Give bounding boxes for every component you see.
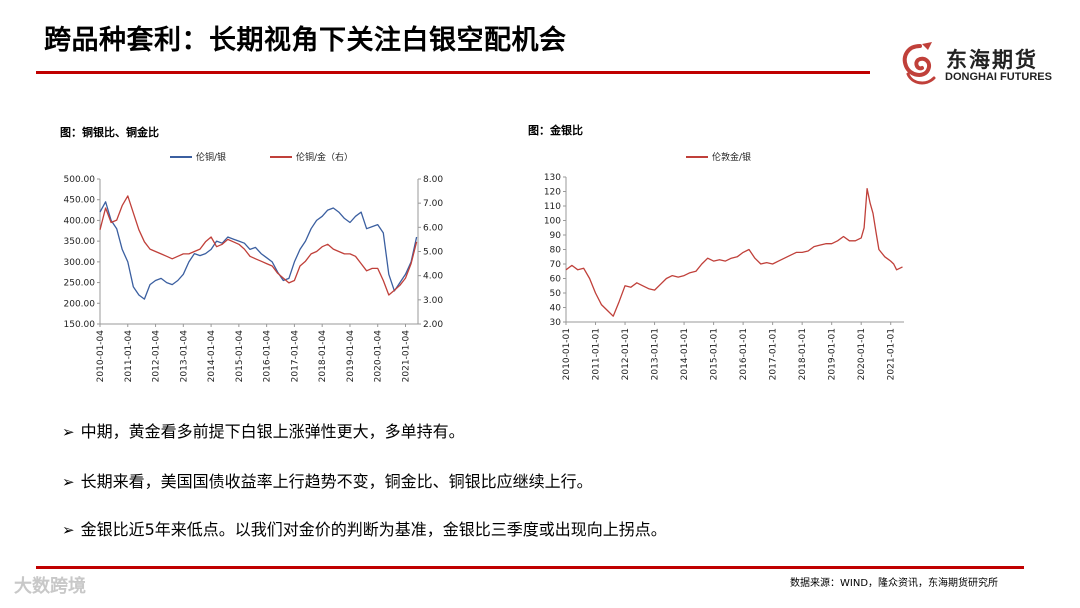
company-logo: 东海期货 DONGHAI FUTURES <box>898 40 1058 90</box>
legend-label: 伦铜/金（右） <box>296 151 353 163</box>
bullet-item: ➢ 长期来看，美国国债收益率上行趋势不变，铜金比、铜银比应继续上行。 <box>62 468 593 492</box>
x-tick-label: 2011-01-04 <box>124 330 134 383</box>
x-tick-label: 2015-01-01 <box>710 328 720 380</box>
x-tick-label: 2011-01-01 <box>592 328 602 380</box>
series-line <box>99 201 418 300</box>
arrow-bullet-icon: ➢ <box>62 423 75 441</box>
chart1-title: 图：铜银比、铜金比 <box>60 126 159 139</box>
watermark-text: 大数跨境 <box>14 576 86 597</box>
x-tick-label: 2019-01-01 <box>828 328 838 380</box>
x-tick-label: 2018-01-01 <box>798 328 808 380</box>
x-tick-label: 2019-01-04 <box>346 330 356 383</box>
source-note: 数据来源：WIND，隆众资讯，东海期货研究所 <box>790 578 999 589</box>
x-tick-label: 2021-01-01 <box>887 328 897 380</box>
y2-tick-label: 3.00 <box>423 296 443 306</box>
gold-silver-ratio-chart: 30 40 50 60 70 80 90 100 110 120 130 2010-01-01 2011… <box>544 151 904 380</box>
y2-tick-label: 4.00 <box>423 272 443 282</box>
x-tick-label: 2020-01-04 <box>374 330 384 383</box>
bullet-text: 长期来看，美国国债收益率上行趋势不变，铜金比、铜银比应继续上行。 <box>80 472 593 491</box>
x-tick-label: 2018-01-04 <box>318 330 328 383</box>
y-tick-label: 450.00 <box>64 196 96 206</box>
legend-label: 伦敦金/银 <box>712 151 751 163</box>
x-tick-label: 2017-01-01 <box>769 328 779 380</box>
x-tick-label: 2021-01-04 <box>402 330 412 383</box>
chart2-title: 图：金银比 <box>528 124 583 137</box>
y-tick-label: 80 <box>550 246 562 256</box>
y-tick-label: 60 <box>550 275 562 285</box>
bullet-text: 金银比近5年来低点。以我们对金价的判断为基准，金银比三季度或出现向上拐点。 <box>80 520 667 539</box>
dragon-logo-icon <box>902 42 936 85</box>
x-tick-label: 2010-01-04 <box>96 330 106 383</box>
x-tick-label: 2012-01-04 <box>152 330 162 383</box>
bullet-item: ➢ 中期，黄金看多前提下白银上涨弹性更大，多单持有。 <box>62 418 465 442</box>
x-tick-label: 2014-01-04 <box>207 330 217 383</box>
y2-tick-label: 5.00 <box>423 248 443 258</box>
x-tick-label: 2020-01-01 <box>857 328 867 380</box>
y-tick-label: 250.00 <box>64 279 96 289</box>
x-tick-label: 2016-01-01 <box>739 328 749 380</box>
series-line <box>99 195 418 296</box>
bullet-text: 中期，黄金看多前提下白银上涨弹性更大，多单持有。 <box>80 422 465 441</box>
slide-title: 跨品种套利：长期视角下关注白银空配机会 <box>44 25 567 56</box>
y-tick-label: 300.00 <box>64 258 96 268</box>
y2-tick-label: 8.00 <box>423 175 443 185</box>
y-tick-label: 350.00 <box>64 237 96 247</box>
x-tick-label: 2012-01-01 <box>621 328 631 380</box>
bullet-item: ➢ 金银比近5年来低点。以我们对金价的判断为基准，金银比三季度或出现向上拐点。 <box>62 516 667 540</box>
y-tick-label: 110 <box>544 202 561 212</box>
y-tick-label: 90 <box>550 231 562 241</box>
y-tick-label: 400.00 <box>64 216 96 226</box>
copper-silver-gold-ratio-chart: 150.00 200.00 250.00 300.00 350.00 400.00 450.… <box>64 151 444 383</box>
arrow-bullet-icon: ➢ <box>62 521 75 539</box>
logo-chinese-name: 东海期货 <box>946 48 1038 72</box>
y-tick-label: 200.00 <box>64 299 96 309</box>
x-tick-label: 2014-01-01 <box>680 328 690 380</box>
x-tick-label: 2013-01-01 <box>651 328 661 380</box>
x-tick-label: 2017-01-04 <box>290 330 300 383</box>
x-tick-label: 2016-01-04 <box>263 330 273 383</box>
series-line <box>565 187 903 317</box>
y-tick-label: 40 <box>550 304 562 314</box>
y-tick-label: 50 <box>550 289 562 299</box>
y2-tick-label: 2.00 <box>423 320 443 330</box>
y2-tick-label: 6.00 <box>423 223 443 233</box>
y-tick-label: 500.00 <box>64 175 96 185</box>
legend-label: 伦铜/银 <box>196 151 226 163</box>
y-tick-label: 120 <box>544 188 561 198</box>
bottom-rule <box>36 566 1024 569</box>
x-tick-label: 2010-01-01 <box>562 328 572 380</box>
x-tick-label: 2015-01-04 <box>235 330 245 383</box>
y-tick-label: 130 <box>544 173 561 183</box>
x-tick-label: 2013-01-04 <box>179 330 189 383</box>
title-rule <box>36 71 870 74</box>
watermark: 大数跨境 <box>14 572 86 598</box>
logo-english-name: DONGHAI FUTURES <box>945 71 1052 83</box>
y-tick-label: 100 <box>544 217 561 227</box>
arrow-bullet-icon: ➢ <box>62 473 75 491</box>
y-tick-label: 70 <box>550 260 562 270</box>
y-tick-label: 30 <box>550 318 562 328</box>
y-tick-label: 150.00 <box>64 320 96 330</box>
y2-tick-label: 7.00 <box>423 199 443 209</box>
